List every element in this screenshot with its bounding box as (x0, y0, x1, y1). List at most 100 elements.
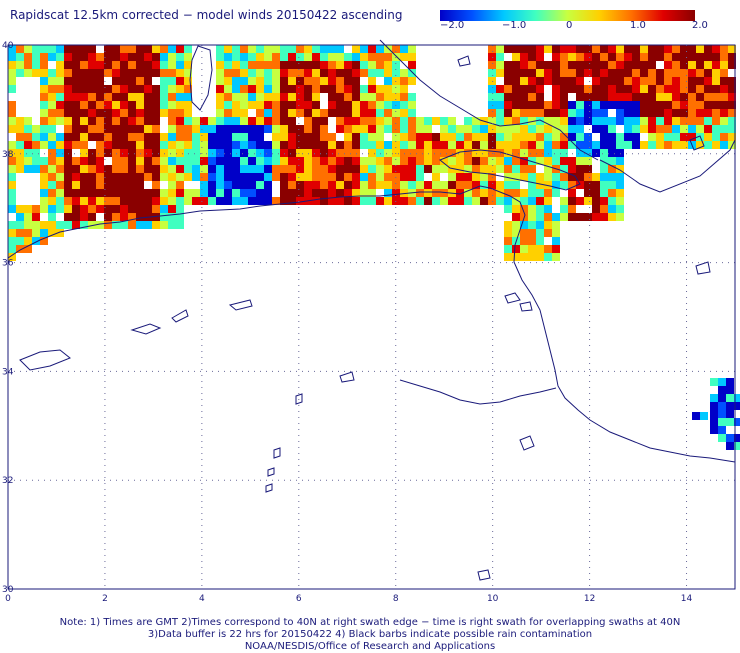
wind-cell (336, 141, 344, 149)
wind-cell (464, 165, 472, 173)
wind-cell (312, 157, 320, 165)
wind-cell (48, 221, 56, 229)
wind-cell (144, 189, 152, 197)
wind-cell (352, 85, 360, 93)
wind-cell (568, 205, 576, 213)
wind-cell (176, 181, 184, 189)
wind-cell (456, 125, 464, 133)
wind-cell (664, 125, 672, 133)
wind-cell (688, 109, 696, 117)
wind-cell (24, 117, 32, 125)
wind-cell (64, 61, 72, 69)
wind-cell (640, 45, 648, 53)
wind-cell (616, 149, 624, 157)
wind-cell (440, 189, 448, 197)
wind-cell (16, 157, 24, 165)
wind-cell (320, 197, 328, 205)
wind-cell (232, 181, 240, 189)
wind-cell (488, 125, 496, 133)
wind-cell (576, 117, 584, 125)
wind-cell (472, 149, 480, 157)
wind-cell (304, 149, 312, 157)
wind-cell (208, 189, 216, 197)
wind-cell (160, 93, 168, 101)
wind-cell (536, 69, 544, 77)
wind-cell (520, 237, 528, 245)
wind-cell (288, 173, 296, 181)
wind-cell (360, 181, 368, 189)
wind-cell (72, 173, 80, 181)
wind-cell (696, 125, 704, 133)
colorbar-tick-label: 1.0 (630, 20, 646, 31)
wind-cell (128, 53, 136, 61)
wind-cell (328, 165, 336, 173)
wind-cell (224, 45, 232, 53)
wind-cell (664, 77, 672, 85)
wind-cell (728, 109, 736, 117)
wind-cell (710, 426, 718, 434)
wind-cell (232, 197, 240, 205)
wind-cell (128, 149, 136, 157)
wind-cell (600, 149, 608, 157)
wind-cell (392, 165, 400, 173)
wind-cell (208, 181, 216, 189)
wind-cell (256, 149, 264, 157)
wind-cell (400, 133, 408, 141)
wind-cell (64, 69, 72, 77)
wind-cell (688, 45, 696, 53)
wind-cell (568, 61, 576, 69)
wind-cell (344, 197, 352, 205)
wind-cell (240, 189, 248, 197)
wind-cell (504, 157, 512, 165)
wind-cell (304, 77, 312, 85)
wind-cell (488, 45, 496, 53)
wind-cell (696, 93, 704, 101)
wind-cell (16, 141, 24, 149)
wind-cell (232, 53, 240, 61)
wind-cell (496, 61, 504, 69)
wind-cell (192, 173, 200, 181)
wind-cell (160, 221, 168, 229)
wind-cell (208, 157, 216, 165)
wind-cell (368, 133, 376, 141)
wind-cell (528, 69, 536, 77)
wind-cell (40, 109, 48, 117)
wind-cell (600, 205, 608, 213)
wind-cell (648, 53, 656, 61)
wind-cell (376, 133, 384, 141)
wind-cell (424, 157, 432, 165)
wind-cell (144, 77, 152, 85)
wind-cell (616, 181, 624, 189)
wind-cell (328, 149, 336, 157)
wind-cell (32, 53, 40, 61)
wind-cell (472, 165, 480, 173)
wind-cell (352, 53, 360, 61)
wind-cell (328, 197, 336, 205)
wind-cell (560, 45, 568, 53)
wind-cell (672, 93, 680, 101)
wind-cell (496, 141, 504, 149)
wind-cell (616, 165, 624, 173)
wind-cell (80, 85, 88, 93)
wind-cell (288, 125, 296, 133)
wind-cell (104, 69, 112, 77)
wind-cell (184, 173, 192, 181)
wind-cell (416, 197, 424, 205)
wind-cell (280, 117, 288, 125)
wind-cell (56, 101, 64, 109)
wind-cell (504, 245, 512, 253)
wind-cell (432, 133, 440, 141)
wind-cell (656, 69, 664, 77)
wind-cell (640, 101, 648, 109)
wind-cell (48, 197, 56, 205)
wind-cell (184, 61, 192, 69)
wind-cell (216, 141, 224, 149)
wind-cell (680, 101, 688, 109)
wind-cell (160, 85, 168, 93)
wind-cell (152, 117, 160, 125)
wind-cell (408, 93, 416, 101)
wind-cell (624, 101, 632, 109)
wind-cell (600, 85, 608, 93)
wind-cell (280, 181, 288, 189)
wind-cell (352, 133, 360, 141)
